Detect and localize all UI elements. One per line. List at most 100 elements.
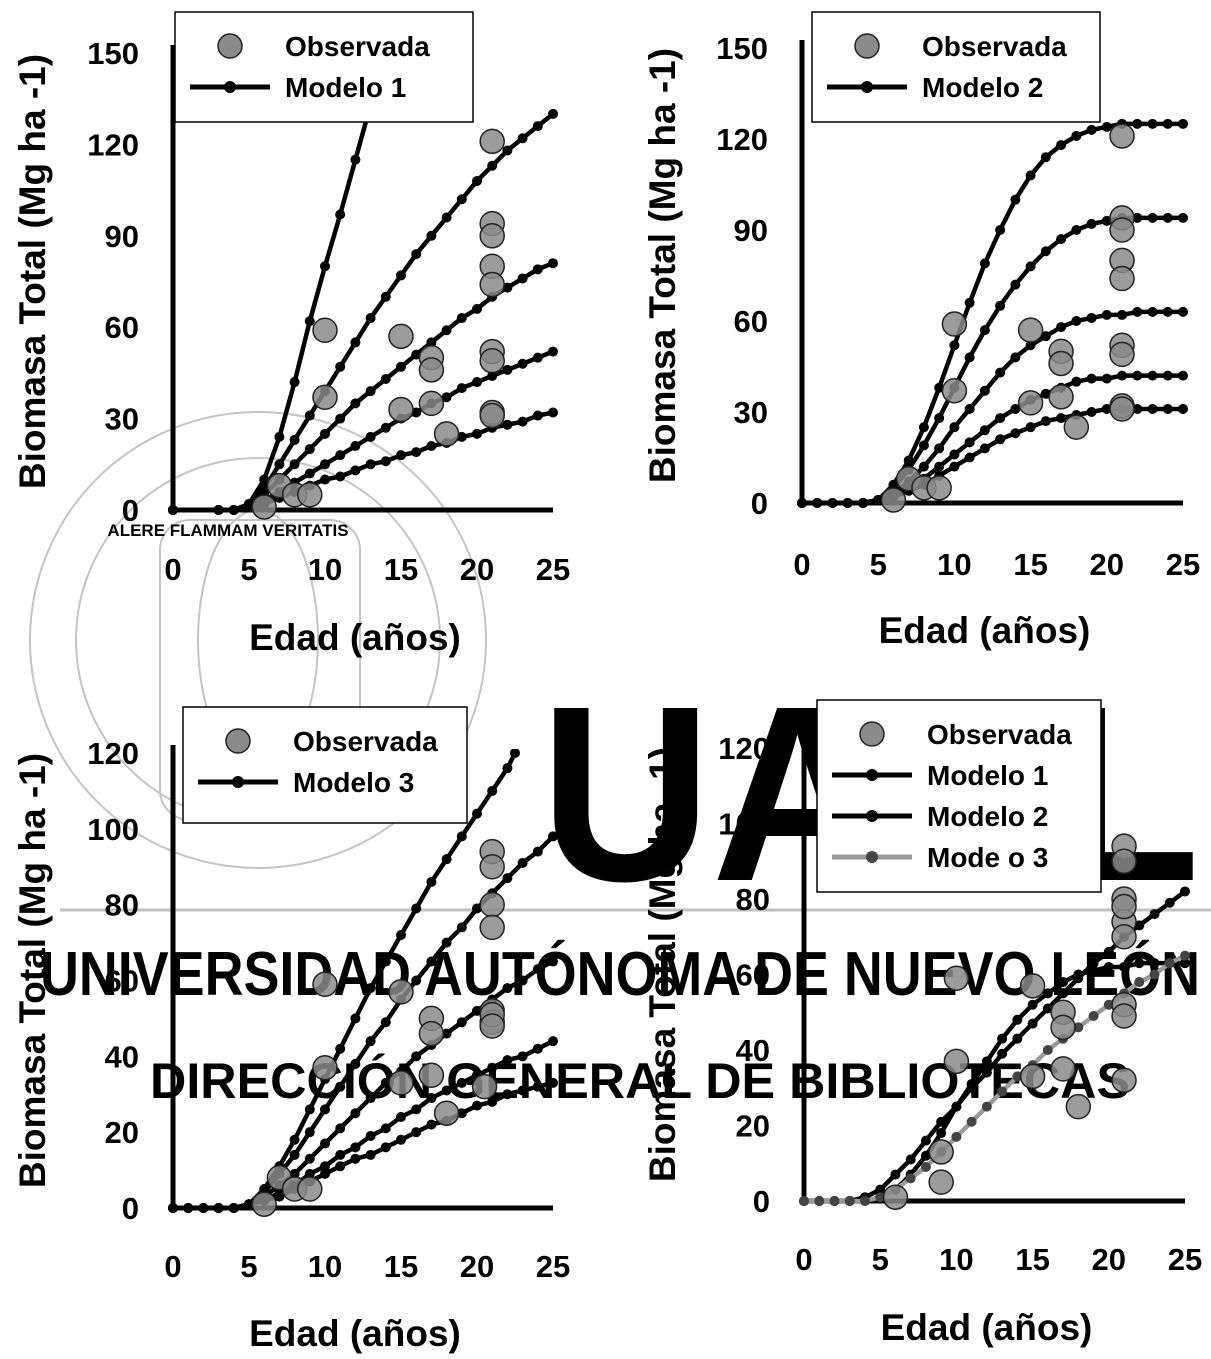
- observed-point: [926, 475, 952, 501]
- y-tick-label: 0: [122, 1191, 139, 1226]
- series-point: [1071, 316, 1082, 326]
- series-point: [873, 494, 884, 505]
- series-point: [380, 1123, 391, 1134]
- series-point: [456, 1017, 467, 1028]
- series-point: [951, 1131, 962, 1142]
- series-point: [472, 175, 482, 186]
- series-point: [1178, 212, 1188, 223]
- series-point: [183, 1203, 194, 1213]
- series-point: [920, 1150, 931, 1161]
- series-point: [1180, 958, 1190, 969]
- series-point: [548, 956, 558, 967]
- observed-point: [1111, 893, 1137, 920]
- series-point: [380, 1142, 391, 1153]
- series-point: [842, 498, 853, 508]
- series-point: [350, 465, 361, 476]
- x-tick-label: 20: [1090, 547, 1124, 582]
- observed-point: [1109, 265, 1135, 292]
- y-tick-label: 120: [87, 127, 139, 162]
- series-point: [548, 1036, 558, 1047]
- series-point: [517, 1085, 528, 1096]
- series-point: [1117, 309, 1128, 320]
- series-point: [1088, 1011, 1099, 1022]
- series-line: [173, 261, 554, 513]
- observed-point: [418, 390, 445, 417]
- legend: Observada Modelo 3: [182, 706, 468, 824]
- series-point: [1025, 340, 1036, 351]
- series-point: [532, 964, 543, 975]
- series-point: [380, 373, 391, 384]
- observed-point: [479, 891, 505, 918]
- x-tick-label: 5: [240, 1249, 257, 1284]
- series-point: [1010, 352, 1021, 363]
- x-tick-label: 5: [870, 547, 887, 582]
- observed-point: [418, 1020, 445, 1047]
- series-point: [1010, 403, 1021, 414]
- series-point: [472, 1005, 482, 1016]
- x-axis-label: Edad (años): [249, 1313, 461, 1354]
- observed-point: [1063, 414, 1090, 440]
- y-tick-label: 30: [734, 395, 768, 430]
- series-point: [380, 291, 391, 302]
- series-point: [350, 1142, 361, 1153]
- series-point: [396, 450, 406, 461]
- series-point: [1056, 140, 1067, 151]
- legend-box: [182, 706, 468, 824]
- series-point: [1147, 403, 1158, 414]
- series-point: [304, 410, 315, 421]
- series-point: [289, 434, 300, 445]
- series-point: [1132, 370, 1143, 381]
- series-point: [472, 903, 482, 914]
- series-point: [1025, 422, 1036, 433]
- series-point: [1162, 212, 1173, 223]
- series-point: [502, 419, 513, 430]
- y-tick-label: 120: [716, 122, 768, 157]
- x-tick-label: 15: [1013, 547, 1047, 582]
- series-point: [441, 854, 452, 865]
- observed-point: [1109, 123, 1135, 149]
- series-point: [502, 763, 513, 774]
- x-tick-label: 20: [460, 1249, 494, 1284]
- y-tick-label: 60: [734, 304, 768, 339]
- series-point: [411, 1051, 422, 1062]
- x-tick-label: 10: [937, 547, 971, 582]
- series-point: [1164, 958, 1175, 969]
- observed-point: [479, 854, 505, 880]
- series-point: [934, 443, 945, 454]
- series-point: [964, 403, 975, 414]
- legend-box: [174, 11, 474, 123]
- observed-point: [1017, 317, 1044, 343]
- series-point: [1042, 1045, 1053, 1055]
- series-point: [1134, 977, 1145, 988]
- observed-point: [388, 396, 414, 423]
- series-point: [350, 154, 361, 165]
- series-point: [320, 1104, 330, 1115]
- series-point: [335, 413, 346, 424]
- series-point: [995, 225, 1006, 235]
- series-point: [1040, 388, 1051, 399]
- series-point: [1010, 279, 1021, 290]
- series-point: [981, 1067, 992, 1078]
- series-point: [827, 498, 838, 508]
- observed-point: [479, 271, 505, 298]
- series-point: [517, 358, 528, 369]
- series-point: [1101, 121, 1112, 132]
- x-tick-label: 0: [793, 547, 810, 582]
- series-point: [964, 437, 975, 448]
- series-point: [1040, 416, 1051, 427]
- series-point: [966, 1078, 977, 1089]
- series-point: [829, 1196, 840, 1206]
- series-point: [304, 1127, 315, 1138]
- series-point: [426, 230, 437, 241]
- series-point: [320, 1138, 330, 1149]
- legend-label: Observada: [927, 719, 1072, 750]
- series-point: [335, 1149, 346, 1160]
- observed-point: [1048, 350, 1074, 377]
- x-tick-label: 20: [460, 552, 494, 587]
- series-point: [304, 1104, 315, 1115]
- y-tick-label: 30: [105, 402, 139, 437]
- series-point: [320, 261, 330, 272]
- series-point: [1042, 988, 1053, 999]
- legend-label: Modelo 2: [927, 801, 1048, 832]
